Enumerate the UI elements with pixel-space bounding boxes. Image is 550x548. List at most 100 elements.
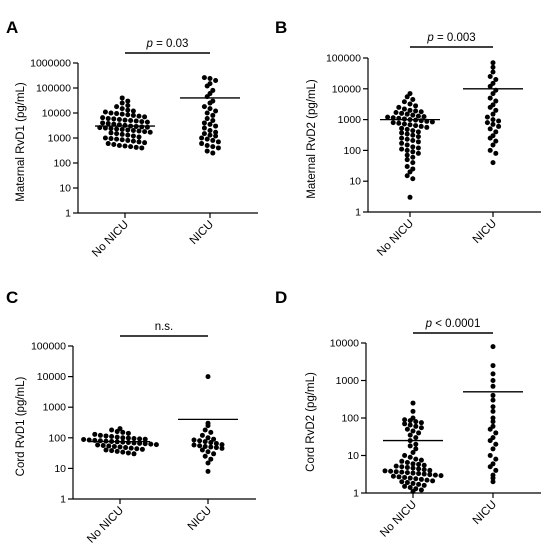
data-point <box>215 139 221 145</box>
data-point <box>204 116 210 122</box>
data-point <box>205 435 211 441</box>
data-point <box>490 121 496 127</box>
data-point <box>399 135 405 141</box>
data-point <box>390 473 396 479</box>
data-point <box>402 453 408 458</box>
data-point <box>413 423 419 429</box>
data-point <box>421 462 427 468</box>
data-point <box>407 485 413 491</box>
y-tick-label: 100000 <box>31 341 66 353</box>
data-point <box>208 429 214 435</box>
data-point <box>119 100 125 106</box>
data-point <box>130 112 136 118</box>
data-point <box>191 437 197 443</box>
data-point <box>131 451 137 457</box>
panel-letter: D <box>275 288 287 307</box>
data-point <box>413 435 419 441</box>
data-point <box>490 404 496 410</box>
data-point <box>95 442 101 448</box>
x-category-label: NICU <box>471 218 499 246</box>
data-point <box>401 121 407 127</box>
data-point <box>136 139 142 145</box>
data-point <box>128 144 134 150</box>
data-point <box>202 439 208 445</box>
data-point <box>407 432 413 438</box>
data-point <box>410 480 416 486</box>
data-point <box>207 100 213 106</box>
data-point <box>421 471 427 477</box>
data-point <box>204 143 210 149</box>
data-point <box>125 107 131 113</box>
significance-value: n.s. <box>155 321 174 333</box>
data-point <box>410 176 416 182</box>
data-point <box>490 111 496 117</box>
data-point <box>490 117 496 123</box>
data-point <box>207 127 213 133</box>
data-point <box>427 467 433 473</box>
data-point <box>219 445 225 451</box>
data-point <box>204 110 210 116</box>
significance-label: n.s. <box>155 321 174 333</box>
data-point <box>207 106 213 112</box>
data-point <box>119 106 125 112</box>
data-point <box>81 436 87 442</box>
data-point <box>102 125 108 131</box>
y-tick-label: 100000 <box>36 83 71 95</box>
data-point <box>125 98 131 104</box>
data-point <box>385 114 391 120</box>
data-point <box>399 140 405 146</box>
data-point <box>109 448 115 454</box>
data-point <box>109 434 115 440</box>
data-point <box>147 129 153 135</box>
data-point <box>122 143 128 149</box>
significance-p-symbol: p <box>146 38 154 50</box>
data-point <box>432 472 438 478</box>
data-point <box>125 430 131 436</box>
data-point <box>399 125 405 131</box>
data-point <box>493 98 499 104</box>
data-point <box>404 152 410 158</box>
data-point <box>487 74 493 80</box>
data-point <box>402 421 408 427</box>
y-tick-label: 1 <box>60 494 66 506</box>
data-point <box>205 423 211 429</box>
data-point <box>490 419 496 425</box>
data-point <box>410 149 416 155</box>
significance-p-symbol: p <box>425 318 433 330</box>
data-point <box>493 456 499 462</box>
data-point <box>415 134 421 140</box>
data-point <box>399 464 405 470</box>
data-point <box>202 443 208 449</box>
data-point <box>487 135 493 141</box>
data-point <box>399 458 405 464</box>
data-point <box>490 446 496 452</box>
panel-letter: B <box>275 18 287 37</box>
y-tick-label: 10 <box>349 176 361 188</box>
data-point <box>413 456 419 462</box>
data-point <box>396 120 402 126</box>
data-point <box>490 60 496 66</box>
y-axis-title: Maternal RvD1 (pg/mL) <box>15 82 27 202</box>
data-point <box>388 468 394 474</box>
data-point <box>133 144 139 150</box>
data-point <box>404 136 410 142</box>
data-point <box>493 150 499 156</box>
data-point <box>219 442 225 448</box>
data-point <box>399 146 405 152</box>
data-point <box>487 426 493 432</box>
data-point <box>404 426 410 432</box>
data-point <box>410 408 416 414</box>
y-tick-label: 1000 <box>48 133 72 145</box>
data-point <box>410 137 416 143</box>
data-point <box>418 109 424 115</box>
data-point <box>153 442 159 448</box>
data-point <box>413 108 419 114</box>
data-point <box>396 474 402 480</box>
data-point <box>410 96 416 102</box>
data-point <box>413 476 419 482</box>
data-point <box>139 119 145 125</box>
data-point <box>418 425 424 431</box>
data-point <box>109 427 115 433</box>
data-point <box>415 129 421 135</box>
data-point <box>111 141 117 147</box>
